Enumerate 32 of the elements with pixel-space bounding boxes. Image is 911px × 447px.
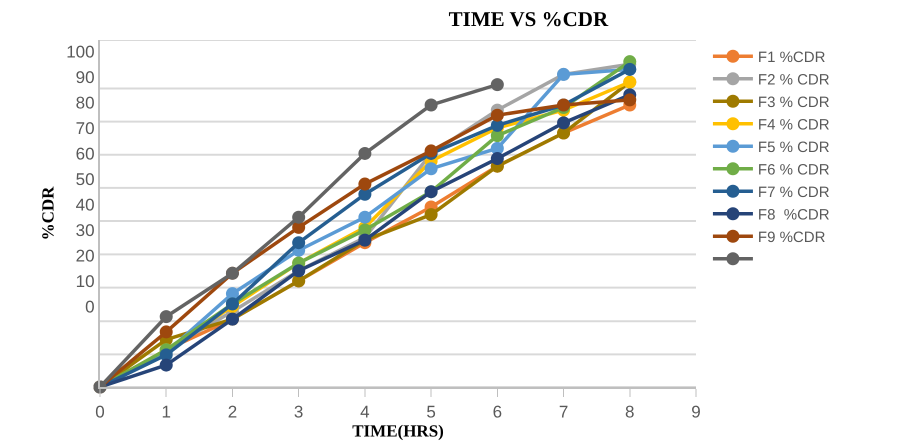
legend-label: F5 % CDR [758, 139, 830, 156]
x-tick-label: 9 [691, 402, 701, 422]
y-tick-label: 60 [76, 144, 95, 164]
x-tick-label: 6 [492, 402, 502, 422]
legend-label: F7 % CDR [758, 184, 830, 202]
x-tick-label: 4 [360, 402, 370, 422]
x-tick-label: 1 [161, 402, 171, 422]
y-tick-label: 70 [76, 118, 95, 138]
x-tick-label: 8 [625, 402, 635, 422]
x-tick-label: 7 [558, 402, 568, 422]
y-axis-title: %CDR [38, 186, 58, 240]
legend-label: F6 % CDR [758, 162, 830, 179]
legend-label: F9 %CDR [758, 229, 826, 246]
legend-label: F1 %CDR [758, 49, 826, 66]
x-tick-label: 2 [228, 402, 238, 422]
legend-label: F4 % CDR [758, 116, 830, 134]
x-tick-label: 5 [426, 402, 436, 422]
legend-label: F2 % CDR [758, 72, 830, 89]
legend-label: F3 % CDR [758, 94, 830, 112]
x-axis-title: TIME(HRS) [352, 421, 444, 440]
legend-label: F8 %CDR [758, 206, 830, 224]
y-tick-label: 20 [76, 246, 95, 266]
y-tick-label: 10 [76, 272, 95, 291]
y-tick-label: 80 [76, 93, 95, 112]
x-tick-label: 3 [294, 402, 304, 422]
chart-title: TIME VS %CDR [448, 6, 609, 31]
y-tick-label: 50 [76, 170, 95, 189]
y-tick-label: 40 [76, 195, 95, 214]
y-tick-label: 90 [76, 68, 95, 87]
y-tick-label: 0 [85, 297, 95, 316]
y-tick-label: 100 [66, 42, 95, 62]
y-tick-label: 30 [76, 220, 95, 240]
